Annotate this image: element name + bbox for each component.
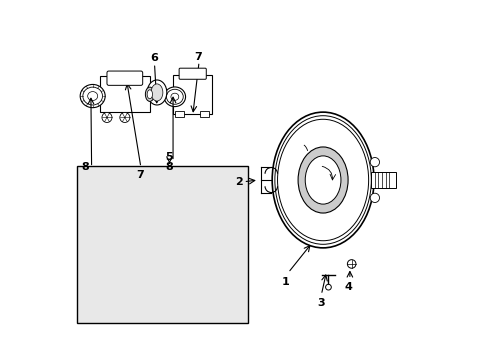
- FancyBboxPatch shape: [179, 68, 206, 79]
- Ellipse shape: [151, 84, 163, 101]
- Ellipse shape: [272, 112, 373, 248]
- FancyBboxPatch shape: [77, 166, 247, 323]
- Circle shape: [369, 193, 379, 203]
- Ellipse shape: [145, 87, 154, 102]
- Text: 8: 8: [81, 162, 89, 172]
- Circle shape: [369, 157, 379, 167]
- Circle shape: [102, 112, 112, 122]
- Circle shape: [325, 284, 331, 290]
- Text: 2: 2: [235, 177, 243, 187]
- Ellipse shape: [298, 147, 347, 213]
- FancyBboxPatch shape: [107, 71, 142, 85]
- Ellipse shape: [80, 85, 105, 108]
- Text: 6: 6: [150, 53, 158, 63]
- Text: 1: 1: [281, 277, 289, 287]
- Ellipse shape: [305, 156, 340, 204]
- Text: 7: 7: [136, 170, 143, 180]
- Text: 8: 8: [165, 162, 173, 172]
- Circle shape: [120, 112, 130, 122]
- Circle shape: [346, 260, 355, 268]
- Ellipse shape: [147, 80, 166, 105]
- FancyBboxPatch shape: [175, 111, 183, 117]
- Text: 7: 7: [194, 52, 202, 62]
- Ellipse shape: [147, 90, 152, 99]
- FancyBboxPatch shape: [173, 75, 212, 114]
- Ellipse shape: [164, 87, 185, 107]
- FancyBboxPatch shape: [100, 76, 149, 112]
- FancyBboxPatch shape: [200, 111, 208, 117]
- Text: 5: 5: [165, 152, 173, 162]
- Text: 4: 4: [344, 282, 351, 292]
- Text: 3: 3: [317, 298, 325, 308]
- FancyBboxPatch shape: [370, 172, 395, 188]
